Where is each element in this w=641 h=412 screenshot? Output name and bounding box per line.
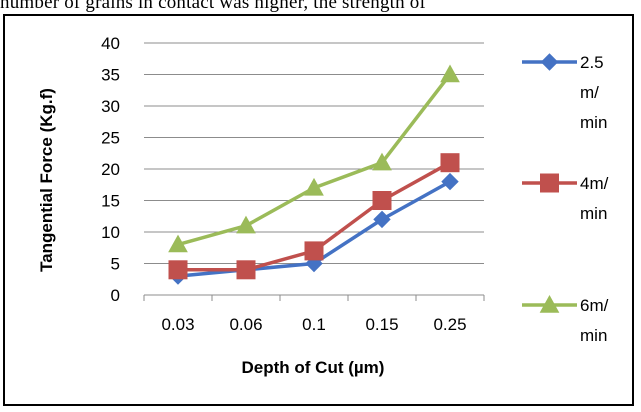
y-tick-label-40: 40 xyxy=(101,34,120,53)
data-point-2.5 m/ min-0.15 xyxy=(373,210,391,229)
x-tick-label-0.1: 0.1 xyxy=(302,315,326,334)
y-tick-label-5: 5 xyxy=(111,255,120,274)
data-point-2.5 m/ min-0.25 xyxy=(441,172,459,191)
x-tick-label-0.03: 0.03 xyxy=(161,315,194,334)
data-point-4m/ min-0.15 xyxy=(372,191,392,210)
y-tick-label-35: 35 xyxy=(101,66,120,85)
y-tick-label-15: 15 xyxy=(101,192,120,211)
legend-marker-2.5 m/ min xyxy=(540,53,559,71)
x-axis-title: Depth of Cut (µm) xyxy=(242,358,385,377)
context-text-fragment: number of grains in contact was higher, … xyxy=(0,0,427,12)
legend-label-line-0: 4m/ xyxy=(580,174,609,193)
legend-entry-2.5 m/ min: 2.5 m/min xyxy=(522,53,607,132)
data-point-4m/ min-0.25 xyxy=(440,153,460,173)
series-lines xyxy=(168,64,460,285)
legend-label-line-0: 2.5 xyxy=(580,53,604,72)
series-6m/ min xyxy=(168,64,460,253)
legend-entry-4m/ min: 4m/min xyxy=(522,173,609,223)
data-point-6m/ min-0.25 xyxy=(440,64,460,83)
legend-label-line-1: min xyxy=(580,204,607,223)
data-point-6m/ min-0.06 xyxy=(236,215,256,234)
data-point-6m/ min-0.03 xyxy=(168,234,188,253)
y-tick-label-20: 20 xyxy=(101,160,120,179)
y-tick-labels: 0 5 10 15 20 25 30 35 40 xyxy=(101,34,120,305)
legend-label-line-2: min xyxy=(580,113,607,132)
data-point-6m/ min-0.1 xyxy=(304,177,324,196)
x-tick-label-0.15: 0.15 xyxy=(365,315,398,334)
series-4m/ min xyxy=(168,153,460,280)
x-tick-label-0.25: 0.25 xyxy=(433,315,466,334)
y-tick-label-30: 30 xyxy=(101,97,120,116)
chart-border xyxy=(3,14,634,406)
data-point-4m/ min-0.1 xyxy=(304,241,324,261)
x-axis xyxy=(143,294,485,301)
gridlines xyxy=(144,42,484,264)
y-tick-label-10: 10 xyxy=(101,223,120,242)
y-tick-label-0: 0 xyxy=(111,286,120,305)
y-axis-title: Tangential Force (Kg.f) xyxy=(37,88,56,272)
data-point-6m/ min-0.15 xyxy=(372,152,392,171)
legend-marker-6m/ min xyxy=(539,294,560,313)
legend-label-line-1: m/ xyxy=(580,83,599,102)
series-line-6m/ min xyxy=(177,73,452,247)
data-point-4m/ min-0.03 xyxy=(168,260,188,280)
data-point-4m/ min-0.06 xyxy=(236,260,256,280)
y-tick-label-25: 25 xyxy=(101,129,120,148)
x-tick-label-0.06: 0.06 xyxy=(229,315,262,334)
legend-entry-6m/ min: 6m/min xyxy=(522,294,609,345)
legend-label-line-1: min xyxy=(580,326,607,345)
legend-marker-4m/ min xyxy=(540,173,559,193)
x-tick-labels: 0.03 0.06 0.1 0.15 0.25 xyxy=(161,315,466,334)
legend-label-line-0: 6m/ xyxy=(580,296,609,315)
